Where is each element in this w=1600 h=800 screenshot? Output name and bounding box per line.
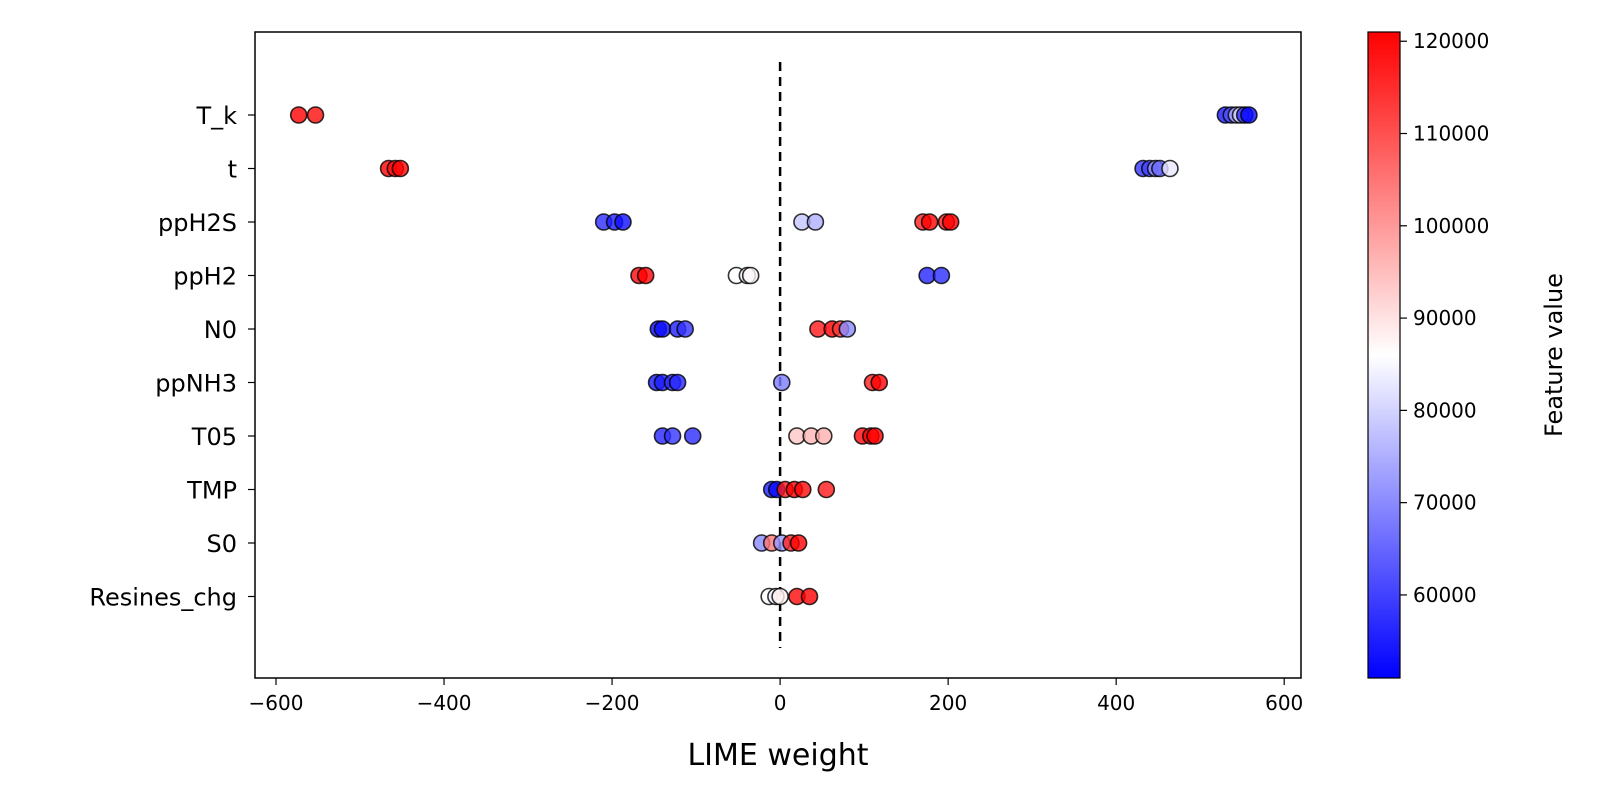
colorbar: 60000 70000 80000 90000 100000 110000 120000 F…: [1367, 29, 1568, 679]
colorbar-tick-label: 70000: [1413, 491, 1477, 515]
colorbar-gradient: [1367, 31, 1401, 679]
data-point: [870, 373, 889, 392]
x-tick-label: −400: [417, 691, 472, 715]
feature-label: N0: [204, 316, 237, 344]
data-point: [772, 373, 791, 392]
data-point: [838, 320, 857, 338]
colorbar-title: Feature value: [1540, 273, 1568, 437]
plot-frame: [254, 31, 1302, 679]
data-point: [683, 427, 702, 445]
colorbar-tick-label: 80000: [1413, 398, 1477, 422]
x-tick-label: 200: [929, 691, 967, 715]
feature-label: T_k: [195, 102, 237, 130]
data-point: [653, 320, 672, 338]
data-point: [676, 320, 694, 338]
colorbar-ticks: 60000 70000 80000 90000 100000 110000 120000: [1400, 29, 1489, 607]
feature-labels: T_kt ppH2S ppH2 N0 ppNH3 T05 TMP S0 Resines_chg: [89, 102, 255, 612]
x-axis: −600 −400 −200 0 200 400 600: [249, 678, 1303, 715]
data-point: [636, 266, 655, 285]
data-point: [289, 106, 308, 124]
data-point: [932, 266, 951, 285]
data-point: [920, 213, 939, 231]
x-tick-label: −600: [249, 691, 304, 715]
data-point: [391, 159, 410, 178]
data-point: [741, 266, 760, 285]
x-axis-title: LIME weight: [687, 738, 868, 773]
data-point: [806, 213, 825, 231]
colorbar-tick-label: 60000: [1413, 583, 1477, 607]
plot-area: [254, 31, 1302, 679]
x-tick-label: 400: [1097, 691, 1135, 715]
data-point: [614, 213, 632, 231]
colorbar-tick-label: 100000: [1413, 214, 1489, 238]
data-point: [789, 534, 808, 552]
x-tick-label: −200: [585, 691, 640, 715]
x-tick-label: 0: [774, 691, 787, 715]
colorbar-tick-label: 110000: [1413, 122, 1489, 146]
feature-label: ppH2: [173, 263, 237, 291]
feature-label: t: [228, 156, 237, 184]
data-point: [866, 427, 884, 445]
data-point: [1240, 106, 1258, 124]
points-layer: [289, 106, 1258, 606]
feature-label: S0: [206, 530, 237, 558]
feature-label: ppNH3: [155, 370, 237, 398]
data-point: [793, 480, 812, 499]
feature-label: Resines_chg: [89, 584, 237, 612]
feature-label: TMP: [186, 477, 237, 505]
data-point: [941, 213, 960, 231]
data-point: [1161, 159, 1179, 178]
data-point: [817, 480, 836, 499]
colorbar-tick-label: 120000: [1413, 29, 1489, 53]
data-point: [814, 427, 833, 445]
feature-label: T05: [191, 423, 237, 451]
data-point: [306, 106, 325, 124]
x-tick-label: 600: [1265, 691, 1303, 715]
data-point: [663, 427, 682, 445]
colorbar-tick-label: 90000: [1413, 306, 1477, 330]
data-point: [771, 587, 789, 606]
data-point: [800, 587, 819, 606]
data-point: [668, 373, 687, 392]
feature-label: ppH2S: [158, 209, 237, 237]
